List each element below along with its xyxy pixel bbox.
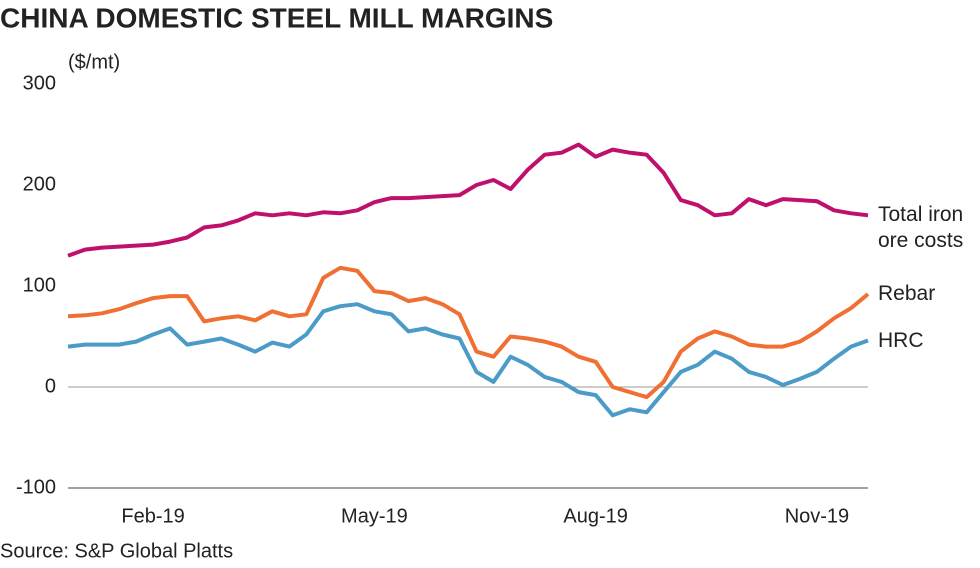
- series-line: [67, 302, 869, 418]
- legend-label: Total iron ore costs: [878, 203, 964, 253]
- x-tick-label: Nov-19: [785, 505, 849, 527]
- legend-label: HRC: [878, 328, 924, 352]
- y-axis-label: ($/mt): [68, 51, 120, 73]
- y-tick-label: 0: [45, 375, 56, 397]
- y-tick-label: 100: [23, 274, 56, 296]
- source: Source: S&P Global Platts: [0, 540, 233, 562]
- x-tick-label: Aug-19: [563, 505, 628, 527]
- y-tick-label: 300: [23, 72, 56, 94]
- x-tick-label: Feb-19: [121, 505, 184, 527]
- series-line: [67, 142, 869, 258]
- x-tick-label: May-19: [341, 505, 408, 527]
- chart-title: CHINA DOMESTIC STEEL MILL MARGINS: [0, 2, 553, 33]
- legend-label: Rebar: [878, 282, 936, 306]
- y-tick-label: 200: [23, 173, 56, 195]
- y-tick-label: -100: [16, 476, 56, 498]
- series-line: [67, 265, 870, 400]
